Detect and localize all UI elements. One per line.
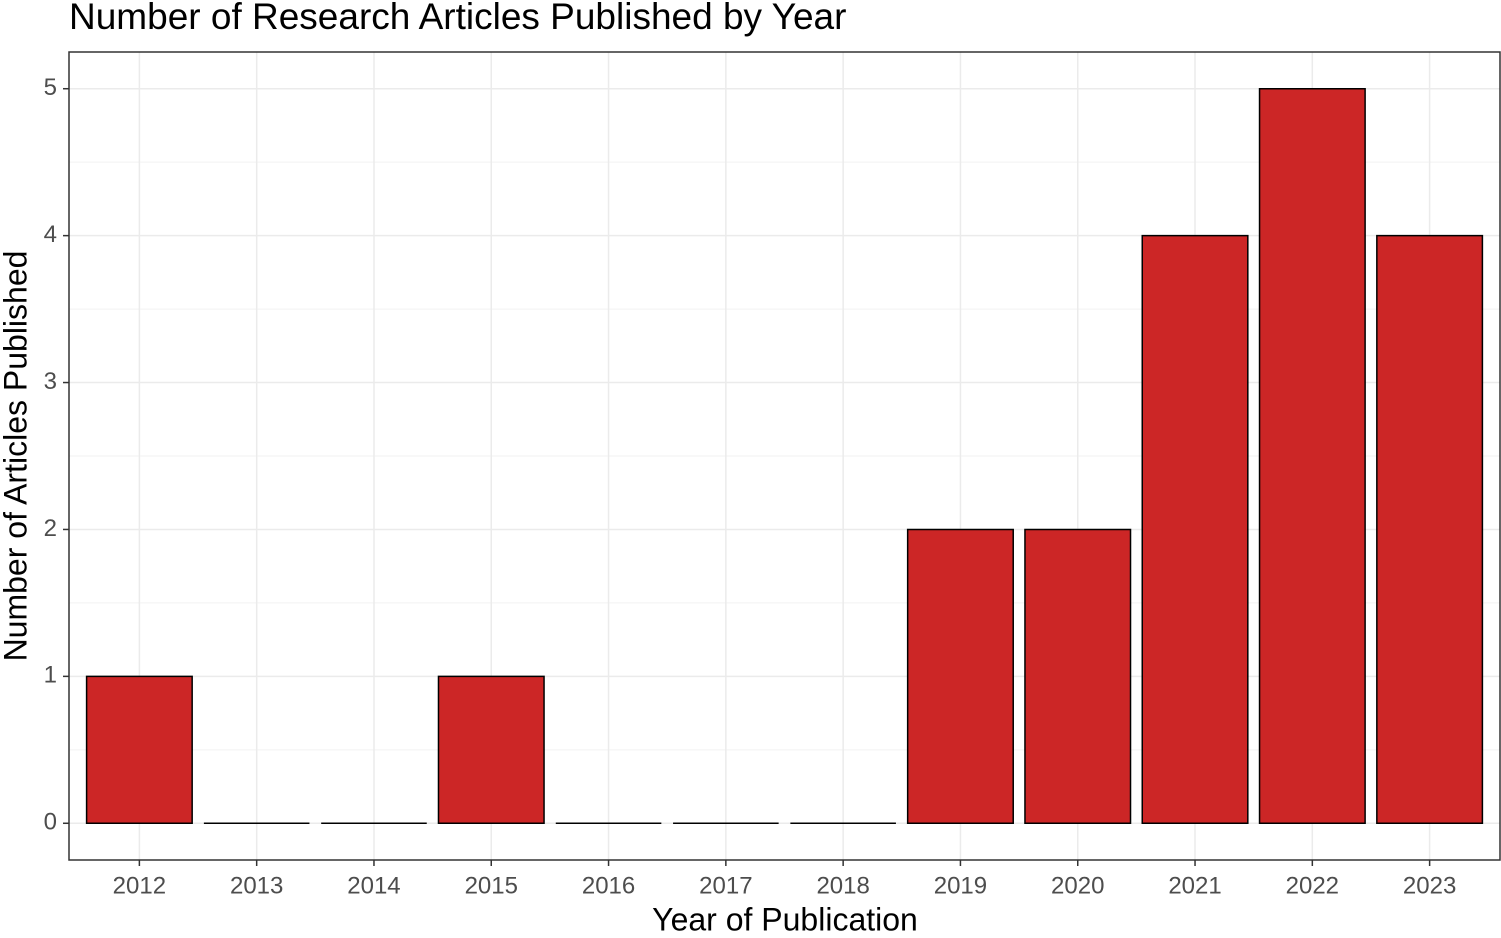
x-tick-label: 2020 <box>1051 872 1104 899</box>
y-tick-label: 0 <box>44 809 57 836</box>
y-tick-label: 1 <box>44 662 57 689</box>
y-axis-title: Number of Articles Published <box>0 251 33 662</box>
x-axis-title: Year of Publication <box>652 901 918 937</box>
x-tick-label: 2012 <box>113 872 166 899</box>
x-tick-label: 2019 <box>934 872 987 899</box>
chart-title: Number of Research Articles Published by… <box>69 0 846 37</box>
x-tick-label: 2018 <box>816 872 869 899</box>
plot-border <box>68 51 1501 861</box>
x-tick-label: 2013 <box>230 872 283 899</box>
y-tick-label: 2 <box>44 515 57 542</box>
y-tick-label: 4 <box>44 221 57 248</box>
x-tick-label: 2015 <box>465 872 518 899</box>
bar <box>1141 234 1249 825</box>
x-tick-label: 2016 <box>582 872 635 899</box>
x-tick-label: 2023 <box>1403 872 1456 899</box>
y-tick-label: 3 <box>44 368 57 395</box>
x-tick-label: 2014 <box>347 872 400 899</box>
bar <box>1376 234 1484 825</box>
x-tick-label: 2022 <box>1286 872 1339 899</box>
x-tick-label: 2021 <box>1168 872 1221 899</box>
bar <box>85 675 193 825</box>
bar <box>437 675 545 825</box>
bar <box>906 528 1014 825</box>
y-tick-label: 5 <box>44 74 57 101</box>
x-tick-label: 2017 <box>699 872 752 899</box>
bar <box>1024 528 1132 825</box>
bar <box>1258 87 1366 825</box>
